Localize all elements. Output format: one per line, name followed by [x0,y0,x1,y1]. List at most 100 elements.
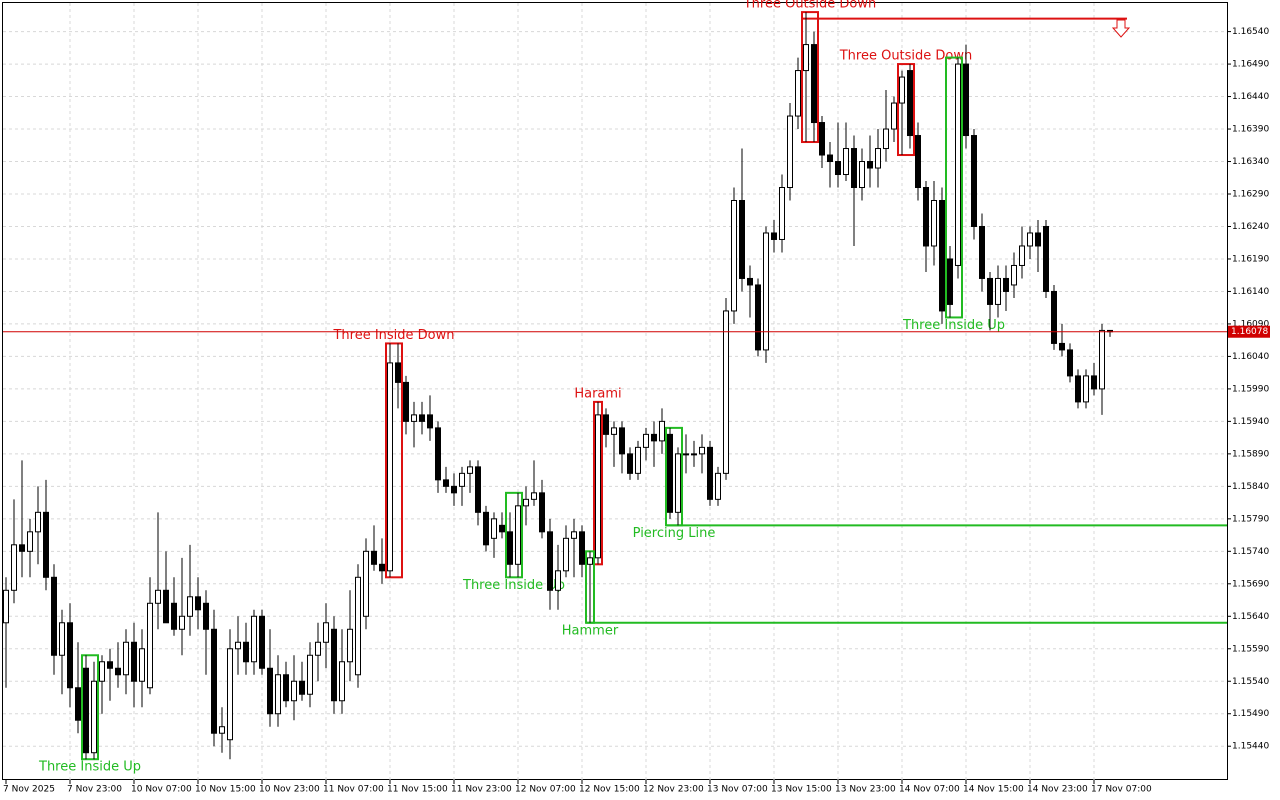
x-tick-label: 11 Nov 23:00 [451,785,512,795]
x-tick-label: 13 Nov 15:00 [771,785,832,795]
candle-body [195,596,201,611]
candle-body [315,641,321,656]
candle-body [755,284,761,351]
candle-body [819,122,825,156]
x-tick-label: 17 Nov 07:00 [1091,785,1152,795]
y-tick-label: 1.15890 [1232,449,1269,459]
x-tick-label: 11 Nov 07:00 [323,785,384,795]
candle-body [715,472,721,500]
candle-body [1075,375,1081,403]
candle-body [219,726,225,734]
candle-body [1027,232,1033,247]
pattern-box [505,491,523,579]
candle-body [307,654,313,695]
y-tick-label: 1.16140 [1232,287,1269,297]
y-tick-label: 1.15440 [1232,742,1269,752]
candle-body [523,498,529,507]
current-price-box [1228,325,1270,338]
x-tick-label: 14 Nov 07:00 [899,785,960,795]
pattern-box [897,63,915,157]
candle-body [43,511,49,578]
candle-body [139,648,145,682]
candle-body [227,648,233,741]
candle-body [643,433,649,448]
candle-body [75,687,81,721]
candle-body [459,472,465,487]
candle-body [147,602,153,689]
y-tick-label: 1.16390 [1232,125,1269,135]
candle-body [403,381,409,422]
y-tick-label: 1.16440 [1232,92,1269,102]
candle-body [99,661,105,682]
x-tick-label: 14 Nov 23:00 [1027,785,1088,795]
candle-body [883,128,889,150]
candle-body [619,427,625,455]
y-tick-label: 1.15540 [1232,677,1269,687]
candle-body [811,44,817,124]
candle-body [595,414,601,559]
candle-body [995,277,1001,305]
candle-body [11,544,17,591]
candle-body [587,557,593,565]
candle-body [955,63,961,266]
pattern-box [945,56,963,319]
pattern-label: Three Outside Down [743,0,877,12]
candle-body [627,453,633,474]
candle-body [651,433,657,442]
candle-body [267,667,273,715]
candle-body [1043,225,1049,292]
pattern-label: Three Inside Down [332,328,454,343]
candle-body [203,602,209,630]
candle-body [251,615,257,663]
candle-body [891,102,897,130]
y-tick-label: 1.16040 [1232,352,1269,362]
candle-body [27,531,33,552]
candle-body [1003,277,1009,292]
candle-body [731,199,737,312]
sell-arrow [1111,19,1131,38]
candle-body [971,135,977,227]
x-tick-label: 12 Nov 07:00 [515,785,576,795]
candle-body [243,641,249,663]
candle-body [987,277,993,305]
x-tick-label: 14 Nov 15:00 [963,785,1024,795]
pattern-box [801,11,819,144]
x-tick-label: 7 Nov 2025 [3,785,55,795]
candle-body [35,511,41,533]
candle-body [235,641,241,650]
candle-body [931,199,937,247]
pattern-box [81,654,99,761]
candle-body [923,187,929,247]
pattern-label: Three Inside Up [38,760,141,775]
x-tick-label: 11 Nov 15:00 [387,785,448,795]
candle-body [979,225,985,279]
candle-body [739,199,745,279]
x-tick-label: 12 Nov 15:00 [579,785,640,795]
y-tick-label: 1.16340 [1232,157,1269,167]
candle-body [803,44,809,72]
pattern-label: Harami [574,386,621,401]
candle-body [355,576,361,676]
candle-body [283,674,289,702]
x-tick-label: 13 Nov 23:00 [835,785,896,795]
candle-body [531,492,537,500]
candle-body [843,148,849,176]
candle-body [163,589,169,624]
candle-body [691,453,697,456]
candle-body [51,576,57,656]
candle-body [787,115,793,189]
candle-body [1083,375,1089,403]
candle-body [795,70,801,117]
y-tick-label: 1.15640 [1232,612,1269,622]
candle-body [899,76,905,104]
candle-body [491,518,497,539]
candle-body [179,615,185,630]
y-tick-label: 1.16240 [1232,222,1269,232]
candle-body [603,414,609,435]
candle-body [667,433,673,513]
candle-body [699,446,705,455]
pattern-box [385,342,403,579]
candle-body [611,427,617,435]
candle-body [443,479,449,487]
